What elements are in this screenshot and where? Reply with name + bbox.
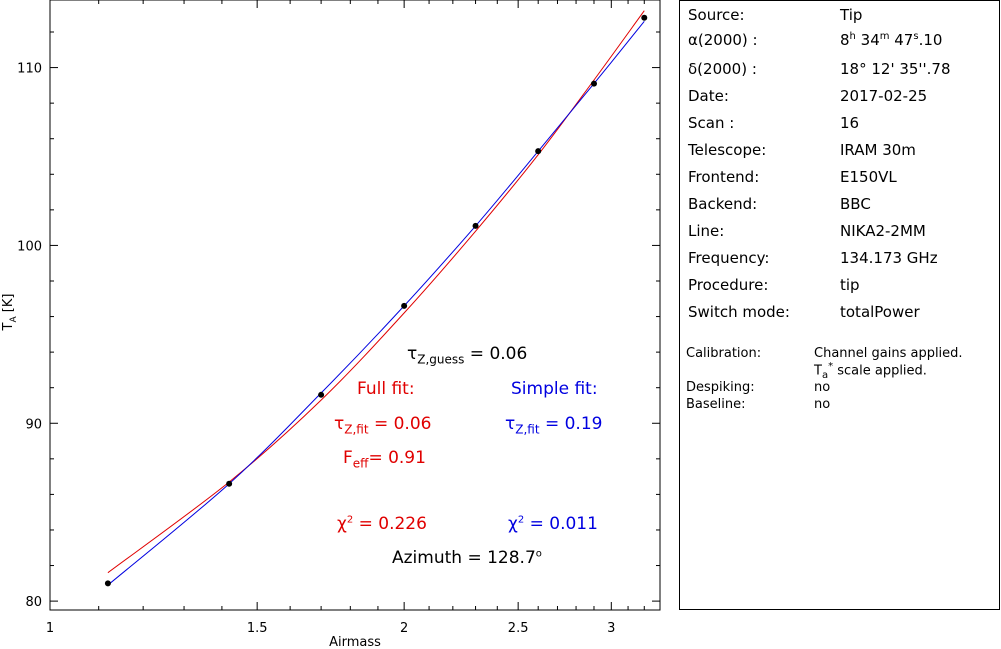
- feff-annotation: Feff= 0.91: [343, 448, 426, 471]
- chi2-full: χ2 = 0.226: [337, 514, 427, 534]
- data-point: [535, 148, 542, 155]
- data-point: [641, 14, 648, 21]
- fit-curve-1: [107, 10, 645, 574]
- x-tick-label: 1.5: [247, 621, 268, 636]
- tau-guess-annotation: τZ,guess = 0.06: [407, 344, 528, 367]
- data-point: [104, 580, 111, 587]
- data-point: [472, 222, 479, 229]
- y-tick-label: 110: [17, 62, 42, 77]
- azimuth-annotation: Azimuth = 128.7o: [392, 548, 542, 568]
- data-point: [590, 80, 597, 87]
- svg-text:TA [K]: TA [K]: [1, 294, 19, 332]
- data-point: [401, 302, 408, 309]
- chi2-simple: χ2 = 0.011: [508, 514, 598, 534]
- x-axis-label: Airmass: [329, 635, 381, 649]
- y-tick-label: 90: [25, 417, 42, 432]
- data-points: [104, 14, 648, 587]
- y-tick-label: 100: [17, 239, 42, 254]
- x-tick-label: 2.5: [508, 621, 529, 636]
- data-point: [226, 480, 233, 487]
- tau-fit-simple: τZ,fit = 0.19: [505, 414, 603, 437]
- y-tick-label: 80: [25, 595, 42, 610]
- fit-curves: [107, 10, 645, 586]
- data-point: [318, 391, 325, 398]
- y-axis-label: TA [K]: [1, 294, 19, 332]
- x-tick-label: 1: [46, 621, 54, 636]
- plot-frame: [49, 0, 661, 611]
- info-panel: Source: Tip α(2000) : 8h 34m 47s.10 δ(200…: [679, 0, 1000, 610]
- x-tick-label: 3: [607, 621, 615, 636]
- axis-ticks: 1 1.5 2 2.5 3 80 90 100 110: [17, 0, 660, 636]
- fit-curve-2: [107, 20, 645, 586]
- x-tick-label: 2: [400, 621, 408, 636]
- simple-fit-label: Simple fit:: [511, 379, 598, 399]
- tipping-plot: 1 1.5 2 2.5 3 80 90 100 110 Airmass TA [K]: [1, 0, 661, 649]
- tau-fit-full: τZ,fit = 0.06: [334, 414, 432, 437]
- full-fit-label: Full fit:: [357, 379, 415, 399]
